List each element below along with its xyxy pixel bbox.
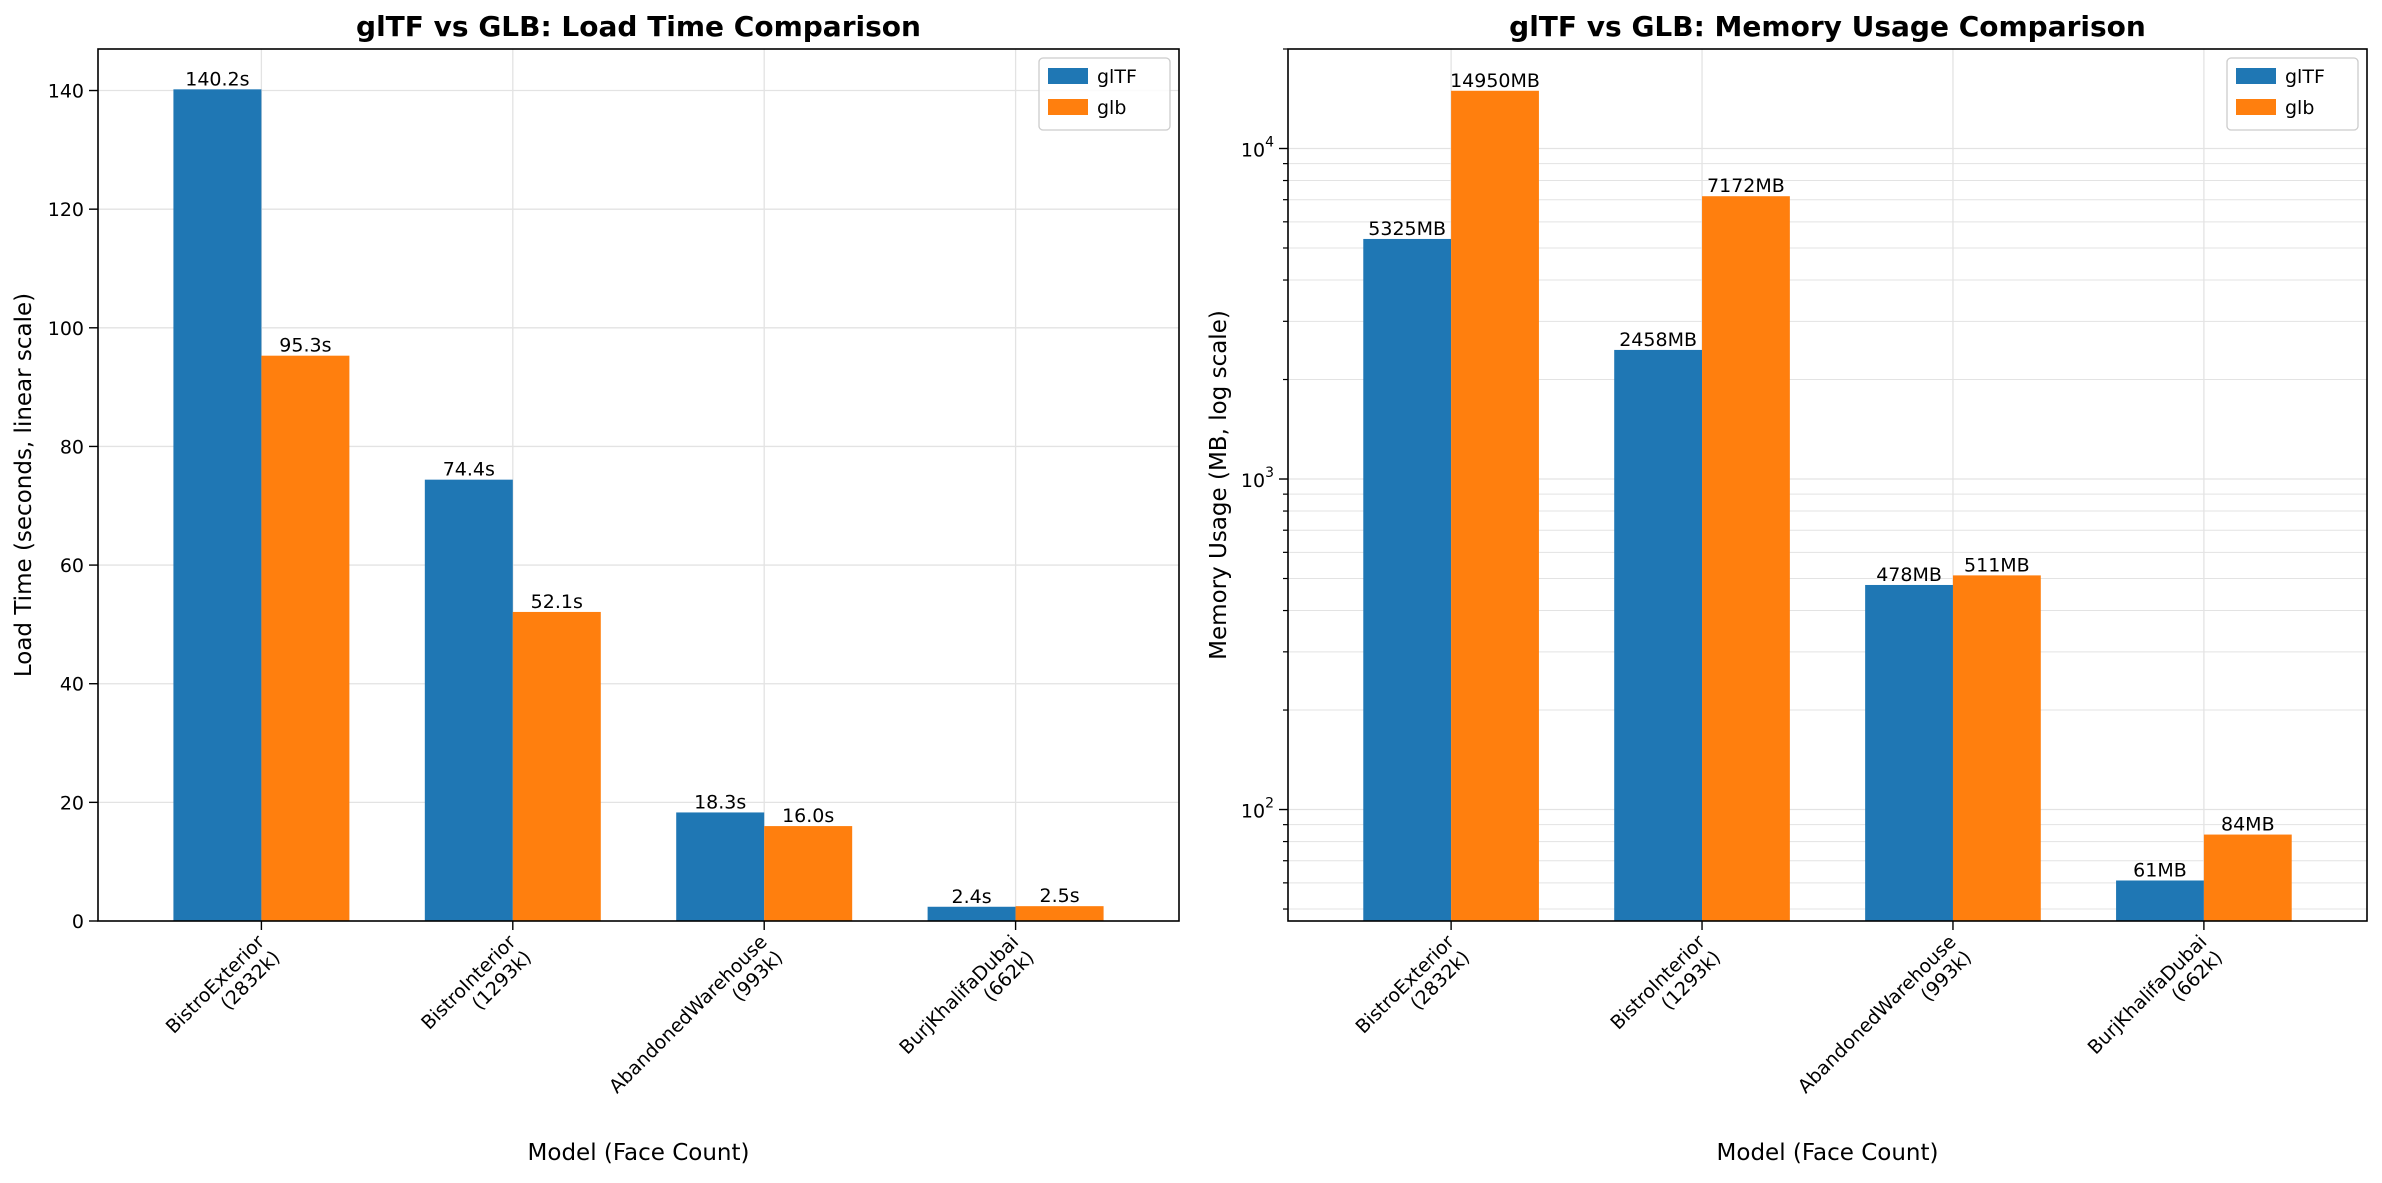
bar-label: 74.4s [443,459,495,481]
bar-label: 2.5s [1040,885,1080,907]
bar-label: 18.3s [694,791,746,813]
bar-label: 140.2s [185,68,249,90]
bar-label: 61MB [2133,859,2187,881]
legend-label: glb [1097,97,1126,119]
bar-label: 95.3s [279,335,331,357]
bar-label: 52.1s [531,591,583,613]
y-tick-base: 10 [1241,470,1265,492]
legend: glTF glb [1038,57,1171,131]
y-tick-base: 10 [1241,139,1265,161]
legend-swatch-glb [1048,99,1088,115]
x-tick-label: BistroInterior(1293k) [1606,931,1725,1034]
x-axis-label: Model (Face Count) [1717,1140,1939,1166]
y-tick-exponent: 3 [1265,465,1274,481]
y-axis-label: Load Time (seconds, linear scale) [11,293,37,677]
chart-title: glTF vs GLB: Memory Usage Comparison [1509,10,2146,43]
bar-label: 2.4s [952,886,992,908]
y-tick-label: 140 [48,81,84,103]
legend-label: glTF [2285,66,2325,88]
x-tick-label: AbandonedWarehouse(993k) [605,931,787,1098]
bar-gltf-4 [2116,880,2204,921]
y-tick-label: 60 [60,555,84,577]
x-tick-label: BurjKhalifaDubai(662k) [895,931,1038,1059]
x-tick-label-name: AbandonedWarehouse [1794,931,1961,1098]
bar-glb-1 [1451,90,1539,922]
bar-gltf-1 [173,89,262,922]
bar-glb-3 [764,826,853,921]
y-tick-label: 80 [60,436,84,458]
legend-swatch-gltf [2236,68,2276,84]
y-tick-label: 103 [1241,465,1274,492]
y-tick-label: 120 [48,199,84,221]
bar-label: 14950MB [1450,70,1540,92]
plot-frame [1287,48,2368,922]
legend-label: glb [2285,97,2314,119]
legend-swatch-gltf [1048,68,1088,84]
y-tick-label: 40 [60,674,84,696]
bar-gltf-3 [676,812,765,921]
x-axis-label: Model (Face Count) [528,1140,750,1166]
bar-gltf-1 [1363,238,1452,922]
chart-2: 5325MB 2458MB 478MB 61MB 14950MB 7172MB 511MB 8… [1206,10,2368,1166]
bar-label: 511MB [1964,554,2030,576]
bars: 140.2s 74.4s 18.3s 2.4s 95.3s 52.1s 16.0s 2.5s [173,68,1104,922]
x-tick-label: BistroExterior(2832k) [162,931,285,1038]
bar-label: 5325MB [1368,218,1446,240]
y-tick-exponent: 4 [1265,134,1274,150]
x-tick-label: BistroExterior(2832k) [1351,931,1474,1038]
x-axis: BistroExterior(2832k) BistroInterior(1293… [1351,921,2227,1098]
plot-frame [97,48,1180,922]
bar-label: 84MB [2221,814,2275,836]
y-tick-base: 10 [1241,801,1265,823]
chart-1: 140.2s 74.4s 18.3s 2.4s 95.3s 52.1s 16.0s 2.5s 0… [11,10,1180,1166]
x-axis: BistroExterior(2832k) BistroInterior(1293… [162,921,1039,1098]
bar-glb-3 [1952,575,2041,921]
x-tick-label: BurjKhalifaDubai(662k) [2084,931,2227,1059]
bar-label: 2458MB [1619,329,1697,351]
legend-label: glTF [1097,66,1137,88]
bar-glb-2 [512,611,601,921]
bar-glb-4 [1015,906,1104,921]
bar-glb-2 [1702,196,1790,922]
y-tick-label: 20 [60,792,84,814]
bars: 5325MB 2458MB 478MB 61MB 14950MB 7172MB 511MB 8… [1363,70,2292,922]
chart-title: glTF vs GLB: Load Time Comparison [356,10,921,43]
bar-gltf-2 [1614,349,1703,921]
y-tick-exponent: 2 [1265,796,1274,812]
bar-glb-1 [261,355,350,921]
y-tick-label: 104 [1241,134,1274,161]
bar-gltf-3 [1865,584,1953,921]
bar-label: 7172MB [1707,175,1785,197]
bar-gltf-4 [927,906,1016,921]
legend: glTF glb [2226,57,2359,131]
bar-gltf-2 [424,479,513,921]
y-tick-label: 0 [72,911,84,933]
x-tick-label: BistroInterior(1293k) [417,931,536,1034]
y-axis: 0 20 40 60 80 100 120 140 [48,81,98,933]
legend-swatch-glb [2236,99,2276,115]
x-tick-label: AbandonedWarehouse(993k) [1794,931,1976,1098]
x-tick-label-name: AbandonedWarehouse [605,931,772,1098]
bar-label: 16.0s [782,805,834,827]
bar-label: 478MB [1876,564,1942,586]
y-axis-label: Memory Usage (MB, log scale) [1206,310,1232,660]
bar-glb-4 [2203,834,2292,921]
y-tick-label: 100 [48,318,84,340]
y-tick-label: 102 [1241,796,1274,823]
